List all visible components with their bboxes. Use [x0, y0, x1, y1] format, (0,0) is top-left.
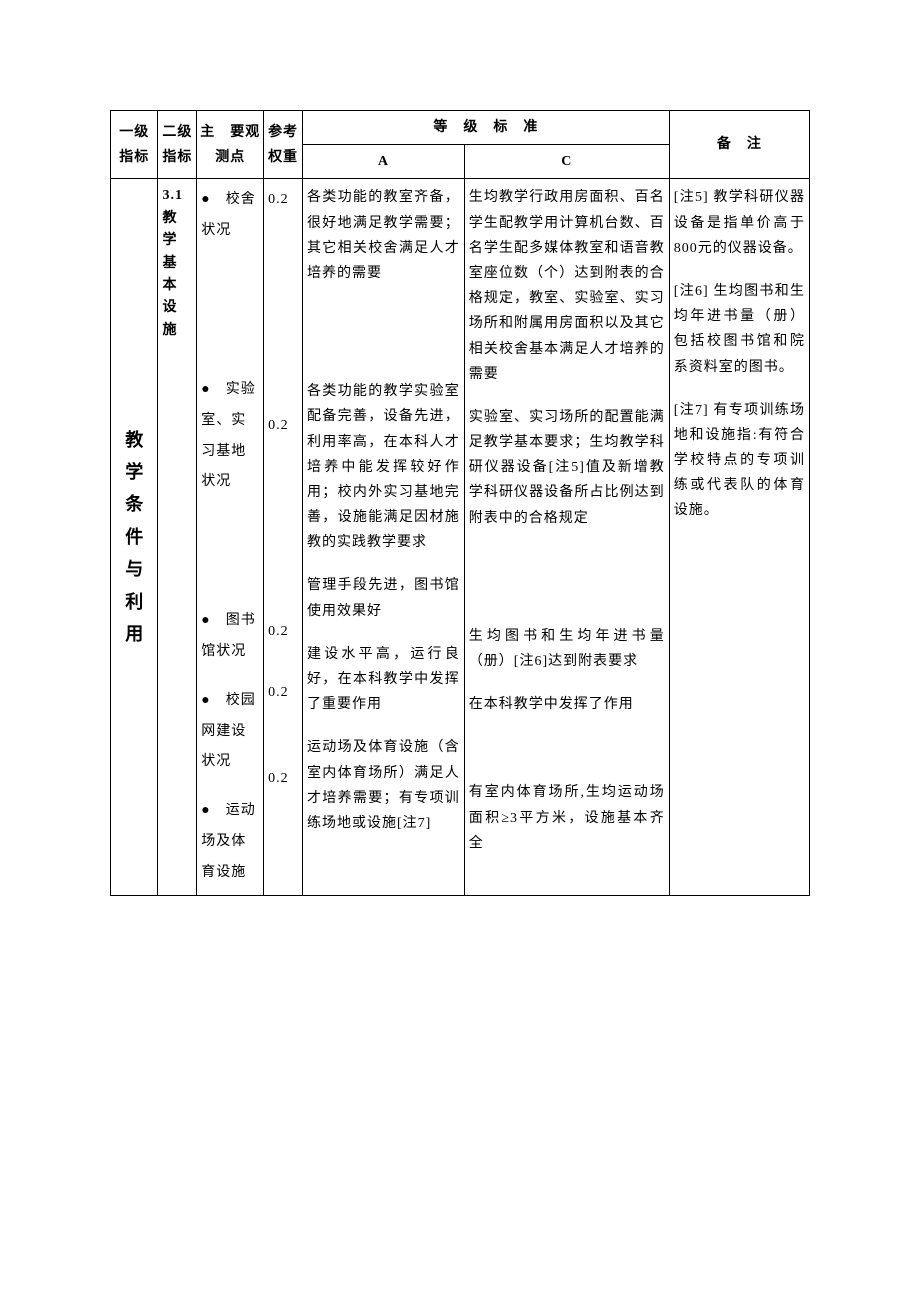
observation-item-1: ● 校舍状况 — [201, 185, 259, 247]
weight-5: 0.2 — [268, 764, 298, 795]
remark-cell: [注5] 教学科研仪器设备是指单价高于800元的仪器设备。 [注6] 生均图书和… — [669, 179, 809, 895]
observation-item-2: ● 实验室、实习基地状况 — [201, 375, 259, 498]
spacer — [307, 304, 460, 379]
weight-3: 0.2 — [268, 617, 298, 648]
header-grade-c: C — [464, 145, 669, 179]
spacer — [469, 549, 665, 624]
spacer — [201, 516, 259, 606]
header-primary: 一级指标 — [111, 111, 158, 179]
spacer — [268, 442, 298, 617]
secondary-indicator-cell: 3.1教学基本设施 — [158, 179, 197, 895]
grade-a-3: 管理手段先进，图书馆使用效果好 — [307, 573, 460, 623]
primary-indicator-text: 教学条件与利用 — [125, 424, 143, 651]
primary-indicator-cell: 教学条件与利用 — [111, 179, 158, 895]
grade-c-2: 实验室、实习场所的配置能满足教学基本要求；生均教学科研仪器设备[注5]值及新增教… — [469, 405, 665, 531]
spacer — [469, 735, 665, 780]
grade-a-5: 运动场及体育设施（含室内体育场所）满足人才培养需要；有专项训练场地或设施[注7] — [307, 735, 460, 836]
spacer — [268, 648, 298, 678]
evaluation-table: 一级指标 二级指标 主 要观测点 参考权重 等 级 标 准 备 注 A C 教学… — [110, 110, 810, 896]
observation-cell: ● 校舍状况 ● 实验室、实习基地状况 ● 图书馆状况 ● 校园网建设状况 ● … — [197, 179, 264, 895]
header-grade-a: A — [302, 145, 464, 179]
observation-item-5: ● 运动场及体育设施 — [201, 796, 259, 888]
grade-c-4: 在本科教学中发挥了作用 — [469, 692, 665, 717]
header-observation: 主 要观测点 — [197, 111, 264, 179]
table-body-row: 教学条件与利用 3.1教学基本设施 ● 校舍状况 ● 实验室、实习基地状况 ● … — [111, 179, 810, 895]
observation-item-3: ● 图书馆状况 — [201, 606, 259, 668]
grade-c-cell: 生均教学行政用房面积、百名学生配教学用计算机台数、百名学生配多媒体教室和语音教室… — [464, 179, 669, 895]
weight-cell: 0.2 0.2 0.2 0.2 0.2 — [264, 179, 303, 895]
remark-1: [注5] 教学科研仪器设备是指单价高于800元的仪器设备。 — [674, 185, 805, 261]
weight-2: 0.2 — [268, 411, 298, 442]
header-grade-title: 等 级 标 准 — [302, 111, 669, 145]
secondary-indicator-text: 3.1教学基本设施 — [162, 185, 192, 342]
header-secondary: 二级指标 — [158, 111, 197, 179]
header-weight: 参考权重 — [264, 111, 303, 179]
spacer — [268, 216, 298, 411]
table-header-row-1: 一级指标 二级指标 主 要观测点 参考权重 等 级 标 准 备 注 — [111, 111, 810, 145]
document-page: 一级指标 二级指标 主 要观测点 参考权重 等 级 标 准 备 注 A C 教学… — [0, 0, 920, 896]
spacer — [268, 709, 298, 764]
spacer — [201, 265, 259, 375]
observation-item-4: ● 校园网建设状况 — [201, 686, 259, 778]
grade-c-5: 有室内体育场所,生均运动场面积≥3平方米，设施基本齐全 — [469, 780, 665, 856]
remark-3: [注7] 有专项训练场地和设施指:有符合学校特点的专项训练或代表队的体育设施。 — [674, 398, 805, 524]
grade-a-1: 各类功能的教室齐备，很好地满足教学需要；其它相关校舍满足人才培养的需要 — [307, 185, 460, 286]
weight-4: 0.2 — [268, 678, 298, 709]
weight-1: 0.2 — [268, 185, 298, 216]
remark-2: [注6] 生均图书和生均年进书量（册）包括校图书馆和院系资料室的图书。 — [674, 279, 805, 380]
grade-a-2: 各类功能的教学实验室配备完善，设备先进，利用率高，在本科人才培养中能发挥较好作用… — [307, 379, 460, 555]
grade-a-cell: 各类功能的教室齐备，很好地满足教学需要；其它相关校舍满足人才培养的需要 各类功能… — [302, 179, 464, 895]
grade-c-3: 生均图书和生均年进书量（册）[注6]达到附表要求 — [469, 624, 665, 674]
header-remark: 备 注 — [669, 111, 809, 179]
grade-c-1: 生均教学行政用房面积、百名学生配教学用计算机台数、百名学生配多媒体教室和语音教室… — [469, 185, 665, 387]
grade-a-4: 建设水平高，运行良好，在本科教学中发挥了重要作用 — [307, 642, 460, 718]
